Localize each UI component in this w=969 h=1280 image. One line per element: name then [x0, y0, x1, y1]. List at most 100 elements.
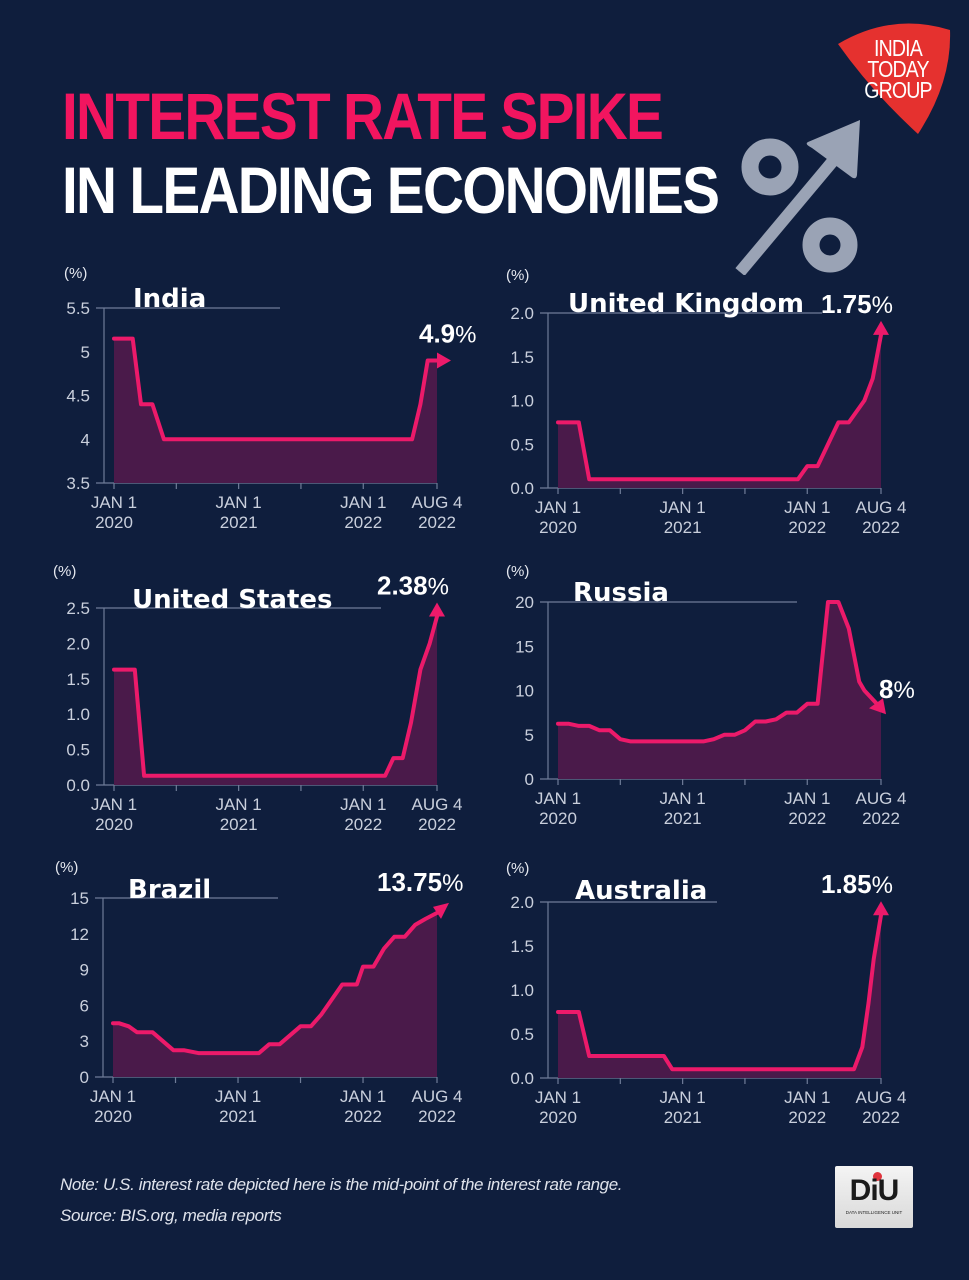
y-tick-label: 5 — [81, 343, 90, 362]
x-tick-label: 2020 — [94, 1107, 132, 1126]
area-fill — [558, 602, 881, 779]
source-note: Source: BIS.org, media reports — [60, 1206, 282, 1225]
diu-badge: DiU DATA INTELLIGENCE UNIT — [835, 1166, 913, 1228]
chart-title: United States — [132, 585, 333, 615]
y-unit-label: (%) — [55, 859, 78, 876]
y-tick-label: 2.0 — [510, 893, 534, 912]
y-tick-label: 2.5 — [66, 599, 90, 618]
y-tick-label: 9 — [80, 961, 89, 980]
x-tick-label: JAN 1 — [535, 789, 581, 808]
x-tick-label: JAN 1 — [215, 795, 261, 814]
x-tick-label: JAN 1 — [784, 789, 830, 808]
x-tick-label: JAN 1 — [659, 1088, 705, 1107]
end-value-percent: % — [442, 870, 463, 897]
area-fill — [114, 338, 437, 483]
end-value-number: 8 — [879, 674, 893, 704]
x-tick-label: 2020 — [95, 513, 133, 532]
diu-badge-subtext: DATA INTELLIGENCE UNIT — [845, 1210, 903, 1215]
x-tick-label: AUG 4 — [411, 493, 462, 512]
y-tick-label: 1.0 — [510, 981, 534, 1000]
x-tick-label: AUG 4 — [855, 1088, 906, 1107]
y-tick-label: 2.0 — [510, 304, 534, 323]
india-today-group-logo — [838, 23, 951, 134]
y-tick-label: 0.5 — [66, 741, 90, 760]
x-tick-label: AUG 4 — [411, 1087, 462, 1106]
y-tick-label: 4 — [81, 430, 90, 449]
y-unit-label: (%) — [53, 563, 76, 580]
x-tick-label: 2022 — [344, 1107, 382, 1126]
arrow-head-icon — [429, 602, 445, 617]
x-tick-label: 2021 — [664, 518, 702, 537]
x-tick-label: JAN 1 — [340, 795, 386, 814]
y-tick-label: 5.5 — [66, 299, 90, 318]
x-tick-label: AUG 4 — [411, 795, 462, 814]
y-tick-label: 15 — [515, 637, 534, 656]
x-tick-label: AUG 4 — [855, 789, 906, 808]
x-tick-label: JAN 1 — [535, 498, 581, 517]
x-tick-label: 2022 — [862, 809, 900, 828]
y-tick-label: 0.0 — [66, 776, 90, 795]
y-tick-label: 4.5 — [66, 387, 90, 406]
y-tick-label: 20 — [515, 593, 534, 612]
y-tick-label: 10 — [515, 682, 534, 701]
end-value-label: 13.75% — [377, 867, 463, 897]
x-tick-label: 2022 — [862, 1108, 900, 1127]
y-unit-label: (%) — [64, 265, 87, 282]
headline-line-2: IN LEADING ECONOMIES — [62, 153, 720, 227]
end-value-percent: % — [872, 292, 893, 319]
series-line — [111, 910, 439, 1056]
y-tick-label: 0.0 — [510, 1069, 534, 1088]
series-line — [112, 336, 439, 442]
end-value-number: 13.75 — [377, 867, 442, 897]
series-line — [112, 614, 439, 778]
x-tick-label: JAN 1 — [659, 789, 705, 808]
y-tick-label: 0.0 — [510, 479, 534, 498]
y-tick-label: 1.5 — [510, 937, 534, 956]
end-value-percent: % — [872, 872, 893, 899]
diu-dot-icon — [873, 1172, 882, 1181]
y-tick-label: 1.5 — [510, 348, 534, 367]
arrow-head-icon — [873, 901, 889, 916]
arrow-head-icon — [869, 698, 886, 715]
y-tick-label: 15 — [70, 889, 89, 908]
y-unit-label: (%) — [506, 563, 529, 580]
x-tick-label: JAN 1 — [784, 1088, 830, 1107]
y-tick-label: 0.5 — [510, 1025, 534, 1044]
logo-text-line: GROUP — [864, 77, 932, 103]
end-value-number: 1.75 — [821, 289, 872, 319]
footnote: Note: U.S. interest rate depicted here i… — [60, 1175, 623, 1194]
x-tick-label: 2022 — [418, 513, 456, 532]
area-fill — [558, 915, 881, 1078]
y-tick-label: 1.0 — [510, 392, 534, 411]
x-tick-label: 2020 — [539, 518, 577, 537]
x-tick-label: JAN 1 — [340, 1087, 386, 1106]
y-tick-label: 0.5 — [510, 435, 534, 454]
arrow-head-icon — [433, 902, 449, 919]
y-unit-label: (%) — [506, 267, 529, 284]
end-value-percent: % — [893, 677, 914, 704]
x-tick-label: 2021 — [220, 513, 258, 532]
x-tick-label: 2022 — [788, 809, 826, 828]
series-line — [556, 913, 883, 1072]
x-tick-label: JAN 1 — [91, 795, 137, 814]
series-line — [556, 332, 883, 482]
chart-title: Russia — [573, 578, 669, 608]
area-fill — [113, 912, 437, 1077]
end-value-label: 1.85% — [821, 869, 893, 899]
diu-badge-text: DiU — [849, 1174, 900, 1207]
logo-text-line: INDIA — [874, 35, 923, 61]
x-tick-label: 2021 — [219, 1107, 257, 1126]
chart-title: India — [133, 284, 206, 314]
x-tick-label: 2021 — [664, 809, 702, 828]
end-value-number: 1.85 — [821, 869, 872, 899]
y-tick-label: 0 — [525, 770, 534, 789]
x-tick-label: AUG 4 — [855, 498, 906, 517]
y-tick-label: 2.0 — [66, 634, 90, 653]
y-tick-label: 6 — [80, 996, 89, 1015]
headline-line-1: INTEREST RATE SPIKE — [62, 79, 664, 153]
end-value-percent: % — [455, 322, 476, 349]
logo-text: INDIA TODAY GROUP — [856, 35, 941, 103]
